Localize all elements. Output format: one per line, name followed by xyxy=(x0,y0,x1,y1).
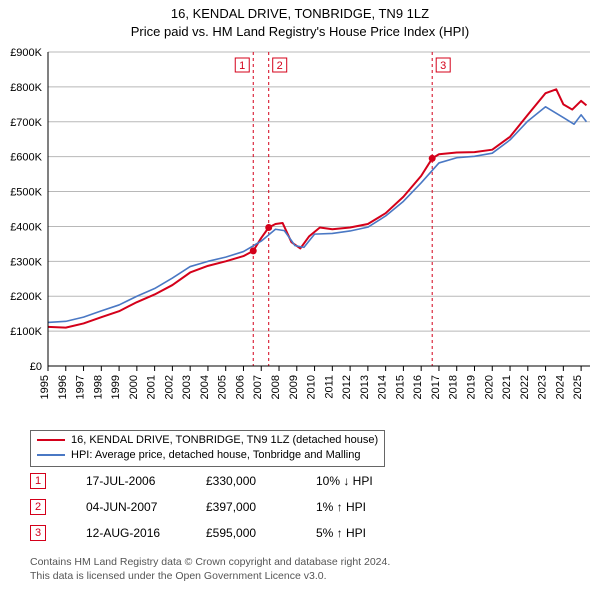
event-delta: 10% ↓ HPI xyxy=(316,474,426,488)
svg-text:1997: 1997 xyxy=(75,375,87,399)
svg-text:2006: 2006 xyxy=(234,375,246,399)
svg-text:2024: 2024 xyxy=(554,375,566,399)
svg-text:3: 3 xyxy=(440,60,446,72)
svg-text:2002: 2002 xyxy=(163,375,175,399)
svg-text:2021: 2021 xyxy=(501,375,513,399)
legend-item: 16, KENDAL DRIVE, TONBRIDGE, TN9 1LZ (de… xyxy=(37,433,378,448)
svg-text:1998: 1998 xyxy=(92,375,104,399)
svg-text:£800K: £800K xyxy=(10,82,42,94)
svg-text:2017: 2017 xyxy=(430,375,442,399)
event-marker: 3 xyxy=(30,525,46,541)
event-date: 04-JUN-2007 xyxy=(86,500,206,514)
svg-text:2001: 2001 xyxy=(146,375,158,399)
event-row: 2 04-JUN-2007£397,0001% ↑ HPI xyxy=(30,498,426,516)
event-price: £330,000 xyxy=(206,474,316,488)
svg-text:2022: 2022 xyxy=(519,375,531,399)
legend-label: 16, KENDAL DRIVE, TONBRIDGE, TN9 1LZ (de… xyxy=(71,433,378,448)
event-date: 12-AUG-2016 xyxy=(86,526,206,540)
legend-label: HPI: Average price, detached house, Tonb… xyxy=(71,448,360,463)
svg-text:1995: 1995 xyxy=(39,375,51,399)
svg-text:2020: 2020 xyxy=(483,375,495,399)
svg-text:2012: 2012 xyxy=(341,375,353,399)
svg-text:£400K: £400K xyxy=(10,221,42,233)
svg-text:2011: 2011 xyxy=(323,375,335,399)
price-chart: £0 £100K £200K £300K £400K £500K £600K £700K £80… xyxy=(0,46,600,426)
event-price: £397,000 xyxy=(206,500,316,514)
svg-text:£200K: £200K xyxy=(10,291,42,303)
svg-text:1996: 1996 xyxy=(57,375,69,399)
svg-text:£700K: £700K xyxy=(10,117,42,129)
footer-line2: This data is licensed under the Open Gov… xyxy=(30,570,390,584)
svg-text:2007: 2007 xyxy=(252,375,264,399)
event-row: 1 17-JUL-2006£330,00010% ↓ HPI xyxy=(30,472,426,490)
svg-text:2014: 2014 xyxy=(377,375,389,399)
page-title: 16, KENDAL DRIVE, TONBRIDGE, TN9 1LZ xyxy=(0,0,600,23)
event-price: £595,000 xyxy=(206,526,316,540)
legend-item: HPI: Average price, detached house, Tonb… xyxy=(37,448,378,463)
svg-text:1999: 1999 xyxy=(110,375,122,399)
svg-text:2013: 2013 xyxy=(359,375,371,399)
svg-text:2004: 2004 xyxy=(199,375,211,399)
event-delta: 1% ↑ HPI xyxy=(316,500,426,514)
svg-text:£500K: £500K xyxy=(10,186,42,198)
event-date: 17-JUL-2006 xyxy=(86,474,206,488)
svg-text:1: 1 xyxy=(239,60,245,72)
legend-swatch xyxy=(37,439,65,441)
svg-text:2000: 2000 xyxy=(128,375,140,399)
footer: Contains HM Land Registry data © Crown c… xyxy=(30,556,390,583)
svg-text:£600K: £600K xyxy=(10,152,42,164)
svg-text:£100K: £100K xyxy=(10,326,42,338)
svg-text:2015: 2015 xyxy=(394,375,406,399)
svg-text:2: 2 xyxy=(277,60,283,72)
svg-text:2008: 2008 xyxy=(270,375,282,399)
svg-text:£0: £0 xyxy=(30,361,42,373)
svg-text:2025: 2025 xyxy=(572,375,584,399)
sale-events: 1 17-JUL-2006£330,00010% ↓ HPI 2 04-JUN-200… xyxy=(30,472,426,550)
svg-text:£300K: £300K xyxy=(10,256,42,268)
page-subtitle: Price paid vs. HM Land Registry's House … xyxy=(0,23,600,39)
svg-text:2005: 2005 xyxy=(217,375,229,399)
svg-text:2023: 2023 xyxy=(537,375,549,399)
footer-line1: Contains HM Land Registry data © Crown c… xyxy=(30,556,390,570)
svg-text:2016: 2016 xyxy=(412,375,424,399)
event-row: 3 12-AUG-2016£595,0005% ↑ HPI xyxy=(30,524,426,542)
page: 16, KENDAL DRIVE, TONBRIDGE, TN9 1LZ Pri… xyxy=(0,0,600,590)
svg-text:2009: 2009 xyxy=(288,375,300,399)
legend: 16, KENDAL DRIVE, TONBRIDGE, TN9 1LZ (de… xyxy=(30,430,385,467)
svg-text:2019: 2019 xyxy=(465,375,477,399)
svg-text:2010: 2010 xyxy=(306,375,318,399)
svg-text:2018: 2018 xyxy=(448,375,460,399)
svg-text:2003: 2003 xyxy=(181,375,193,399)
event-marker: 1 xyxy=(30,473,46,489)
svg-text:£900K: £900K xyxy=(10,47,42,59)
event-delta: 5% ↑ HPI xyxy=(316,526,426,540)
legend-swatch xyxy=(37,454,65,456)
event-marker: 2 xyxy=(30,499,46,515)
